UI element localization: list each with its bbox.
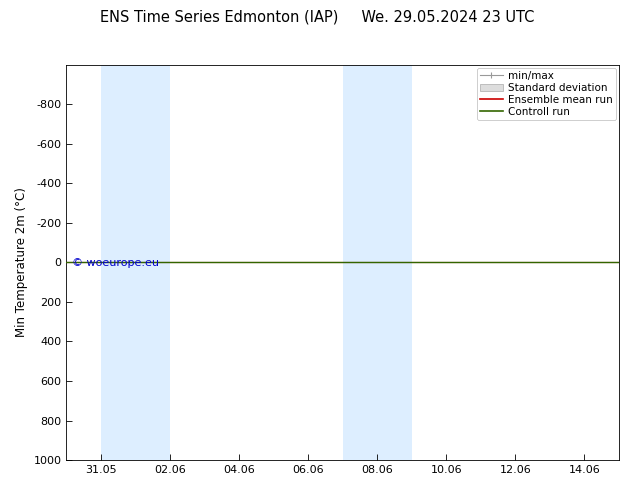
Text: ENS Time Series Edmonton (IAP)     We. 29.05.2024 23 UTC: ENS Time Series Edmonton (IAP) We. 29.05… — [100, 10, 534, 25]
Legend: min/max, Standard deviation, Ensemble mean run, Controll run: min/max, Standard deviation, Ensemble me… — [477, 68, 616, 120]
Y-axis label: Min Temperature 2m (°C): Min Temperature 2m (°C) — [15, 188, 28, 337]
Bar — [343, 65, 411, 460]
Bar — [101, 65, 170, 460]
Text: © woeurope.eu: © woeurope.eu — [72, 258, 159, 269]
